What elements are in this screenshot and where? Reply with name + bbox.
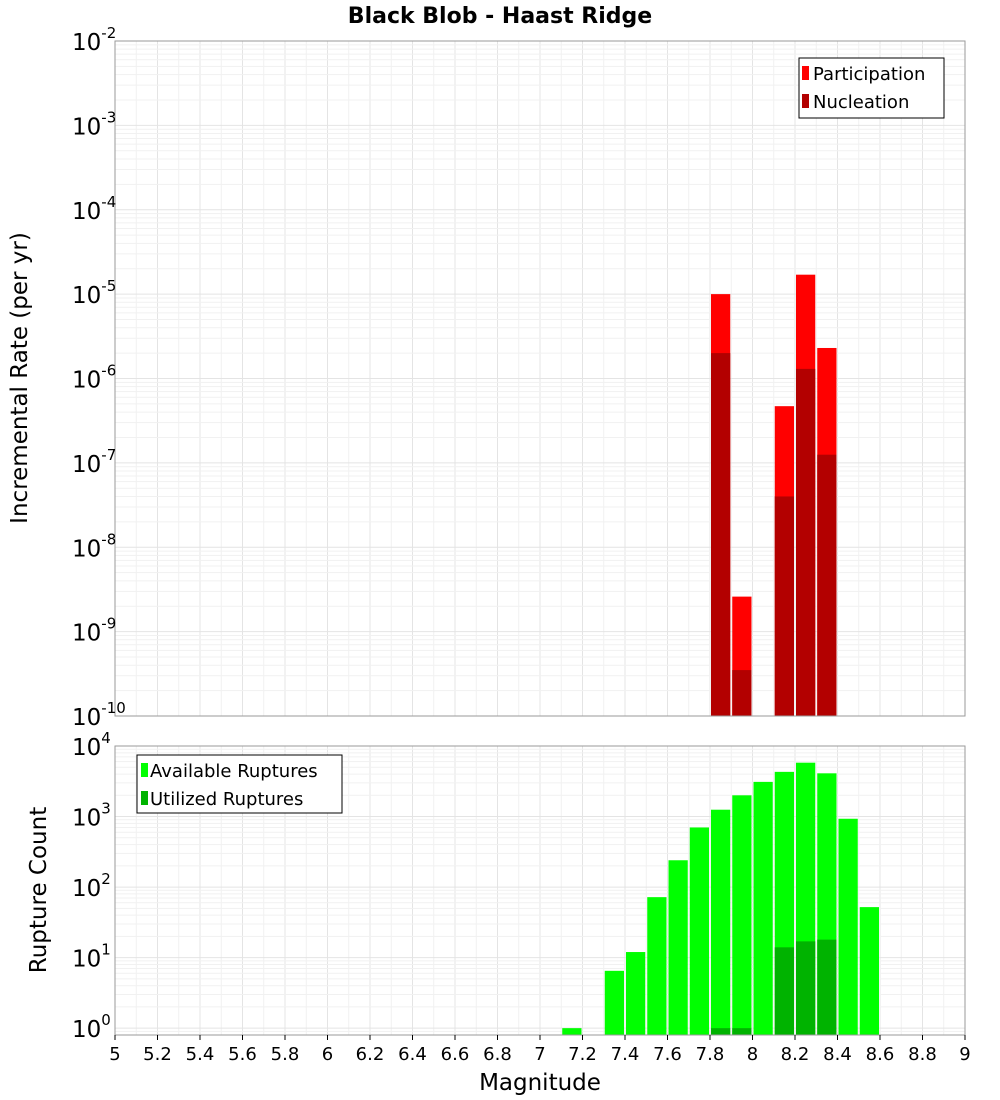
count-bar-available-ruptures — [562, 1028, 582, 1035]
rate-y-tick-label: 10-6 — [72, 362, 116, 394]
x-tick-label: 6.4 — [398, 1044, 427, 1065]
x-tick-label: 6 — [322, 1044, 333, 1065]
rate-bar-nucleation — [732, 670, 752, 716]
rate-panel: 10-2 10-3 10-4 10-5 10-6 10-7 10-8 10-9 10-10 In… — [7, 24, 966, 731]
x-tick-label: 6.8 — [483, 1044, 512, 1065]
count-y-tick-label: 101 — [72, 941, 111, 973]
x-tick-label: 6.2 — [356, 1044, 385, 1065]
count-bar-available-ruptures — [711, 809, 731, 1035]
utilized-legend-swatch — [141, 791, 148, 805]
count-bar-utilized-ruptures — [817, 939, 837, 1035]
rate-y-tick-label: 10-5 — [72, 277, 116, 309]
count-bars — [562, 762, 879, 1035]
rate-y-ticks: 10-2 10-3 10-4 10-5 10-6 10-7 10-8 10-9 10-10 — [72, 24, 126, 731]
nucleation-legend-swatch — [802, 94, 809, 108]
rate-bar-nucleation — [774, 496, 794, 716]
participation-legend-label: Participation — [813, 64, 925, 85]
count-legend-box — [136, 754, 343, 814]
count-bar-available-ruptures — [732, 795, 752, 1035]
rate-plot-frame — [114, 40, 966, 717]
participation-legend-swatch — [802, 66, 809, 80]
x-tick-label: 7.2 — [568, 1044, 597, 1065]
count-bar-available-ruptures — [838, 818, 858, 1035]
chart-title: Black Blob - Haast Ridge — [348, 4, 652, 29]
count-y-tick-label: 100 — [72, 1011, 111, 1043]
x-tick-label: 7.4 — [611, 1044, 640, 1065]
x-tick-label: 6.6 — [441, 1044, 470, 1065]
count-y-tick-label: 104 — [72, 729, 111, 761]
rate-gridlines — [114, 40, 966, 717]
x-tick-label: 9 — [959, 1044, 970, 1065]
rate-y-tick-label: 10-2 — [72, 24, 116, 56]
x-tick-label: 8.2 — [781, 1044, 810, 1065]
x-tick-label: 5.4 — [186, 1044, 215, 1065]
x-tick-label: 8.4 — [823, 1044, 852, 1065]
x-tick-label: 7 — [534, 1044, 545, 1065]
x-axis-title: Magnitude — [479, 1070, 601, 1096]
count-y-tick-label: 102 — [72, 870, 111, 902]
rate-bar-nucleation — [817, 454, 837, 716]
count-bar-available-ruptures — [668, 860, 688, 1035]
available-legend-label: Available Ruptures — [150, 761, 318, 782]
count-bar-utilized-ruptures — [732, 1028, 752, 1035]
x-tick-label: 8 — [747, 1044, 758, 1065]
count-bar-available-ruptures — [647, 897, 667, 1035]
rate-y-tick-label: 10-10 — [72, 699, 126, 731]
magnitude-x-ticks: 5 5.2 5.4 5.6 5.8 6 6.2 6.4 6.6 6.8 7 7.2 7.4 7.6 7.8 8… — [109, 1035, 971, 1065]
rate-y-tick-label: 10-4 — [72, 193, 116, 225]
rate-y-tick-label: 10-8 — [72, 530, 116, 562]
count-bar-utilized-ruptures — [774, 947, 794, 1035]
rate-legend: Participation Nucleation — [798, 57, 945, 119]
count-bar-available-ruptures — [753, 781, 773, 1035]
x-tick-label: 5.6 — [228, 1044, 257, 1065]
count-legend: Available Ruptures Utilized Ruptures — [136, 754, 343, 814]
count-panel: 104 103 102 101 100 5 5.2 5.4 5.6 5.8 6 6.2 6.4 6.6 6… — [26, 729, 971, 1096]
count-bar-available-ruptures — [689, 827, 709, 1035]
x-tick-label: 7.6 — [653, 1044, 682, 1065]
rate-bars — [711, 274, 837, 716]
rate-y-axis-title: Incremental Rate (per yr) — [7, 232, 33, 524]
nucleation-legend-label: Nucleation — [813, 92, 909, 113]
x-tick-label: 7.8 — [696, 1044, 725, 1065]
rate-y-tick-label: 10-7 — [72, 446, 116, 478]
count-bar-utilized-ruptures — [796, 941, 816, 1035]
count-bar-available-ruptures — [626, 952, 646, 1035]
x-tick-label: 5.8 — [271, 1044, 300, 1065]
count-y-axis-title: Rupture Count — [26, 807, 52, 973]
x-tick-label: 5.2 — [143, 1044, 172, 1065]
rate-y-tick-label: 10-9 — [72, 615, 116, 647]
count-y-ticks: 104 103 102 101 100 — [72, 729, 111, 1043]
count-bar-available-ruptures — [859, 907, 879, 1035]
rate-bar-nucleation — [796, 368, 816, 716]
rate-legend-box — [798, 57, 945, 119]
x-tick-label: 5 — [109, 1044, 120, 1065]
x-tick-label: 8.6 — [866, 1044, 895, 1065]
rate-y-tick-label: 10-3 — [72, 108, 116, 140]
count-bar-available-ruptures — [604, 970, 624, 1035]
available-legend-swatch — [141, 763, 148, 777]
count-y-tick-label: 103 — [72, 800, 111, 832]
utilized-legend-label: Utilized Ruptures — [150, 789, 303, 810]
count-bar-utilized-ruptures — [711, 1028, 731, 1035]
rate-bar-nucleation — [711, 353, 731, 716]
x-tick-label: 8.8 — [908, 1044, 937, 1065]
